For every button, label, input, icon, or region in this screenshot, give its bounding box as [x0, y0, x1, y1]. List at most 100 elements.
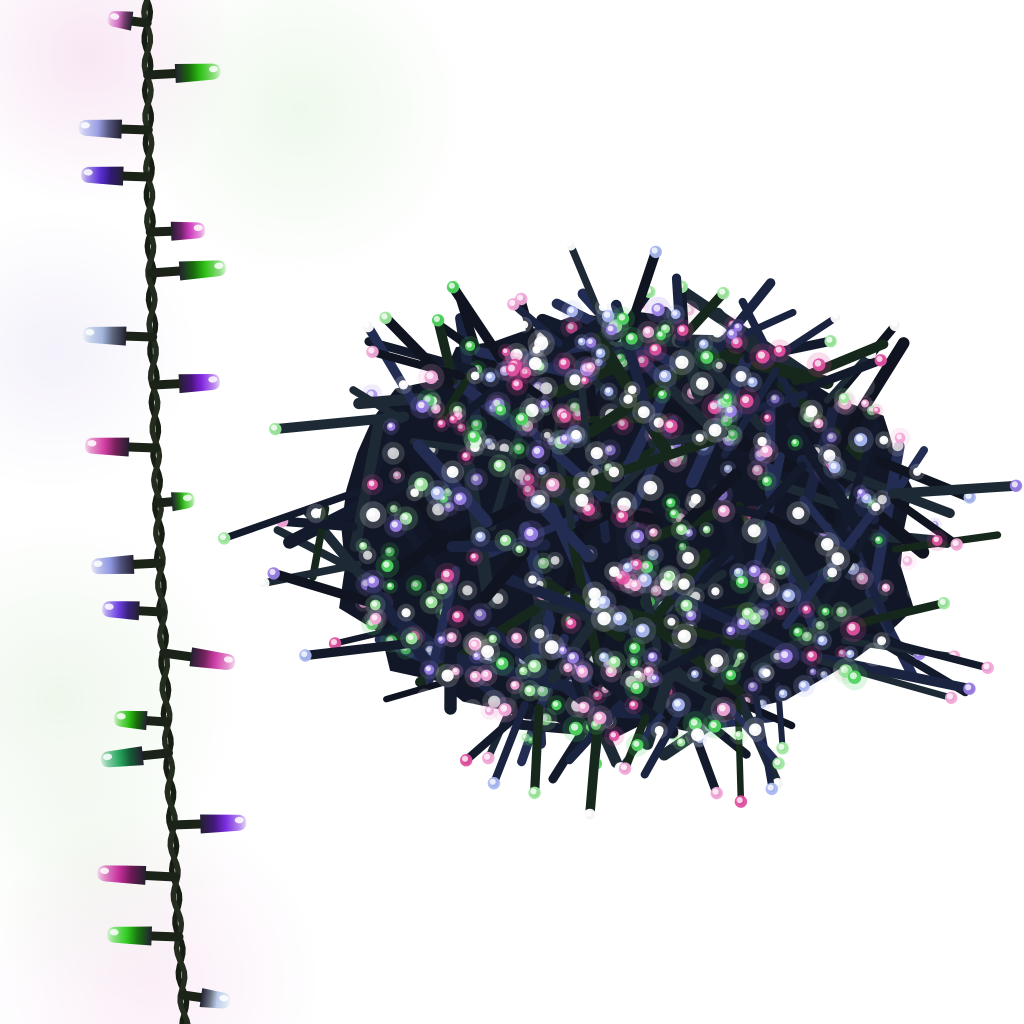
led-dot-core: [615, 613, 623, 621]
led-dot-core: [610, 468, 616, 474]
spike-led-tip-core: [876, 355, 883, 362]
led-dot-core: [655, 418, 661, 425]
led-dot-core: [387, 583, 392, 588]
led-dot-core: [455, 494, 463, 501]
led-dot-core: [528, 737, 533, 742]
led-dot-core: [521, 368, 528, 375]
led-dot-core: [442, 570, 450, 578]
led-dot-core: [472, 475, 479, 482]
spike-led-tip-core: [566, 239, 573, 247]
led-dot-core: [516, 546, 521, 551]
led-bulb: [100, 746, 173, 768]
led-dot-core: [530, 661, 537, 668]
cluster-wire-branch: [654, 636, 722, 678]
led-dot-core: [624, 395, 630, 401]
cluster-wire-spike: [818, 653, 975, 694]
led-dot-core: [617, 354, 622, 360]
led-dot-core: [388, 423, 393, 428]
led-dot-core: [495, 461, 502, 468]
led-bulb: [107, 926, 184, 946]
led-dot-core: [533, 447, 541, 455]
led-dot-core: [821, 671, 826, 676]
bulb-stub-wire: [142, 716, 172, 727]
led-dot-core: [656, 727, 661, 732]
spike-led-tip-core: [620, 764, 628, 771]
cluster-wire-branch: [533, 598, 645, 638]
led-dot-core: [407, 634, 414, 641]
led-dot-core: [571, 403, 577, 409]
led-dot-core: [538, 687, 545, 693]
led-dot-core: [774, 653, 779, 658]
led-bulb: [91, 554, 165, 575]
cluster-wire-branch: [499, 572, 617, 626]
led-dot-core: [548, 479, 555, 487]
led-bulb: [102, 601, 167, 621]
led-dot-core: [368, 480, 375, 487]
led-dot-core: [893, 441, 900, 448]
led-dot-core: [757, 351, 766, 359]
cluster-wire-branch: [775, 541, 827, 619]
led-tip-highlight: [103, 753, 113, 761]
spike-led-tip-core: [269, 568, 276, 576]
cluster-wire-branch: [621, 415, 678, 530]
led-dot-core: [421, 693, 426, 698]
led-bulb: [84, 437, 161, 457]
led-dot-core: [546, 642, 555, 650]
led-dot-core: [862, 400, 867, 405]
led-dot-core: [690, 719, 698, 726]
led-dot-core: [445, 489, 450, 494]
led-dot-core: [880, 436, 886, 442]
led-dot-core: [607, 667, 614, 674]
cluster-wire-branch: [815, 526, 873, 615]
led-dot-core: [466, 342, 472, 348]
cluster-wire-spike: [349, 386, 406, 424]
spike-led-tip-core: [712, 788, 719, 795]
led-dot-core: [645, 482, 653, 490]
led-dot-core: [490, 718, 494, 723]
led-dot-core: [933, 536, 939, 543]
led-dot-core: [433, 504, 441, 512]
led-bulb: [114, 710, 172, 731]
led-dot-core: [536, 338, 544, 346]
cluster-wire-branch: [436, 363, 479, 426]
cluster-leds-front: [306, 296, 948, 757]
led-dot-core: [600, 303, 605, 309]
led-dot-core: [524, 474, 531, 481]
led-dot-core: [424, 396, 431, 403]
led-bulb: [149, 373, 220, 394]
led-dot-core: [810, 669, 815, 673]
led-tip-highlight: [182, 494, 192, 502]
led-dot-core: [633, 740, 640, 747]
led-dot-core: [524, 485, 531, 493]
led-dot-core: [521, 321, 526, 326]
led-dot-core: [679, 543, 684, 548]
led-dot-core: [511, 681, 517, 687]
cluster-wire-spike: [857, 599, 948, 627]
led-dot-core: [858, 381, 866, 388]
led-tip-highlight: [80, 122, 90, 129]
led-dot-core: [429, 447, 434, 451]
led-dot-core: [803, 632, 809, 638]
led-dot-core: [849, 672, 857, 680]
cluster-wire-spike: [566, 240, 614, 342]
led-dot-core: [600, 653, 606, 659]
led-dot-core: [878, 637, 884, 643]
led-dot-core: [513, 380, 520, 387]
led-dot-core: [666, 421, 674, 429]
led-dot-core: [692, 730, 700, 737]
bulb-body: [91, 554, 135, 575]
spike-led-tip-core: [826, 336, 833, 343]
background-tint: [0, 810, 320, 1024]
led-dot-core: [760, 574, 767, 581]
led-bulb: [107, 11, 152, 31]
cluster-wire-branch: [412, 439, 493, 528]
bulb-stub-wire: [178, 990, 206, 1003]
led-tip-highlight: [109, 929, 119, 936]
cluster-wire-branch: [391, 529, 449, 579]
led-dot-core: [503, 348, 508, 354]
led-dot-core: [679, 631, 687, 639]
led-dot-core: [660, 371, 668, 378]
led-dot-core: [599, 613, 607, 621]
led-dot-core: [606, 446, 613, 452]
led-dot-core: [416, 479, 424, 487]
